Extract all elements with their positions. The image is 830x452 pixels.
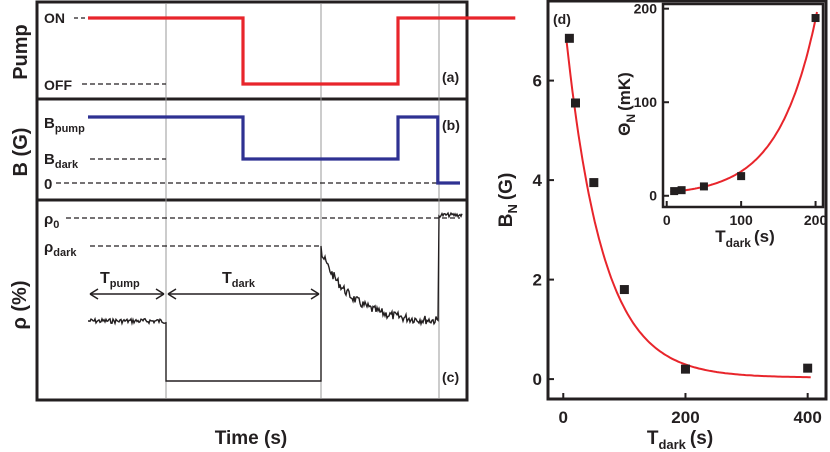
inset-tick-labels: 0 100 200 0 100 200 [634, 1, 828, 228]
panel-d-ticks [548, 79, 809, 399]
time-axis-label: Time (s) [215, 428, 288, 449]
data-point [619, 285, 629, 295]
b-pump-label: Bpump [44, 115, 85, 135]
y-tick-label: 100 [634, 94, 658, 110]
y-tick-label: 0 [533, 370, 542, 389]
b-dark-label: Bdark [44, 151, 79, 171]
data-point [699, 182, 708, 191]
panel-d-x-label: Tdark (s) [647, 428, 713, 452]
panel-d-tag: (d) [553, 11, 571, 27]
pump-series-line [88, 16, 516, 86]
left-panels [35, 0, 469, 402]
y-tick-label: 6 [533, 72, 542, 91]
panel-c-tag: (c) [442, 369, 459, 385]
b-zero-label: 0 [44, 176, 52, 193]
inset-fit-curve [670, 11, 818, 194]
inset-ticks [663, 7, 817, 207]
panel-d-y-label: BN(G) [496, 173, 520, 228]
inset-y-label: ΘN(mK) [615, 72, 638, 136]
panel-d-frame [546, 0, 828, 401]
data-point [803, 363, 813, 373]
pump-axis-label: Pump [10, 24, 32, 80]
panel-b-tag: (b) [442, 117, 460, 133]
data-point [570, 98, 580, 108]
t-dark-label: Tdark [222, 270, 256, 290]
x-tick-label: 400 [793, 408, 821, 427]
panel-c: ρ (%) ρ0 ρdark Tpump Tdark (c) Time (s) [9, 211, 463, 449]
inset-x-label: Tdark (s) [715, 227, 775, 250]
rho-dark-label: ρdark [44, 239, 77, 259]
x-tick-label: 200 [671, 408, 699, 427]
y-tick-label: 2 [533, 271, 542, 290]
x-tick-label: 200 [804, 212, 828, 228]
panel-b-frame [35, 97, 469, 202]
panel-b: B (G) Bpump Bdark 0 (b) [10, 115, 460, 193]
rho-0-label: ρ0 [44, 211, 59, 231]
y-tick-label: 0 [649, 188, 657, 204]
panel-a: Pump ON OFF (a) [10, 10, 516, 93]
rho-axis-label: ρ (%) [9, 280, 31, 329]
data-point [670, 187, 679, 196]
pump-on-label: ON [44, 10, 65, 26]
b-series-line [88, 115, 460, 185]
t-dark-arrowheads [167, 288, 320, 300]
t-pump-label: Tpump [100, 270, 140, 290]
panel-d: 0 200 400 0 2 4 6 (d) Tdark (s) BN(G) 0 100 200 0 1… [496, 0, 828, 452]
x-tick-label: 100 [729, 212, 753, 228]
panel-a-tag: (a) [442, 69, 459, 85]
y-tick-label: 200 [634, 1, 658, 17]
panel-d-tick-labels: 0 200 400 0 2 4 6 [533, 72, 822, 427]
data-point [677, 186, 686, 195]
inset-points [670, 14, 820, 196]
data-point [680, 364, 690, 374]
x-tick-label: 0 [663, 212, 671, 228]
t-pump-arrowheads [89, 288, 165, 300]
b-axis-label: B (G) [10, 128, 32, 177]
data-point [589, 178, 599, 188]
panel-c-frame [35, 198, 469, 402]
x-tick-label: 0 [559, 408, 568, 427]
data-point [811, 14, 820, 23]
data-point [737, 172, 746, 181]
pump-off-label: OFF [44, 77, 72, 93]
panel-d-points [564, 33, 813, 374]
y-tick-label: 4 [533, 171, 543, 190]
data-point [564, 33, 574, 43]
rho-series-line [88, 211, 463, 382]
